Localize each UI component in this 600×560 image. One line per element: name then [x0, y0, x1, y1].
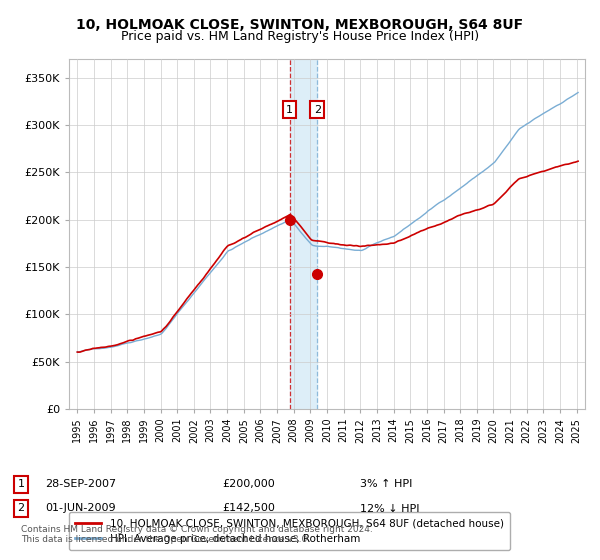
Text: 12% ↓ HPI: 12% ↓ HPI [360, 503, 419, 514]
Text: 01-JUN-2009: 01-JUN-2009 [45, 503, 116, 514]
Text: £142,500: £142,500 [222, 503, 275, 514]
Text: 2: 2 [314, 105, 321, 115]
Text: Contains HM Land Registry data © Crown copyright and database right 2024.
This d: Contains HM Land Registry data © Crown c… [21, 525, 373, 544]
Text: 1: 1 [17, 479, 25, 489]
Text: Price paid vs. HM Land Registry's House Price Index (HPI): Price paid vs. HM Land Registry's House … [121, 30, 479, 43]
Text: 2: 2 [17, 503, 25, 514]
Text: 28-SEP-2007: 28-SEP-2007 [45, 479, 116, 489]
Text: £200,000: £200,000 [222, 479, 275, 489]
Bar [290, 59, 317, 409]
Legend: 10, HOLMOAK CLOSE, SWINTON, MEXBOROUGH, S64 8UF (detached house), HPI: Average p: 10, HOLMOAK CLOSE, SWINTON, MEXBOROUGH, … [69, 512, 510, 550]
Text: 10, HOLMOAK CLOSE, SWINTON, MEXBOROUGH, S64 8UF: 10, HOLMOAK CLOSE, SWINTON, MEXBOROUGH, … [76, 18, 524, 32]
Text: 3% ↑ HPI: 3% ↑ HPI [360, 479, 412, 489]
Text: 1: 1 [286, 105, 293, 115]
